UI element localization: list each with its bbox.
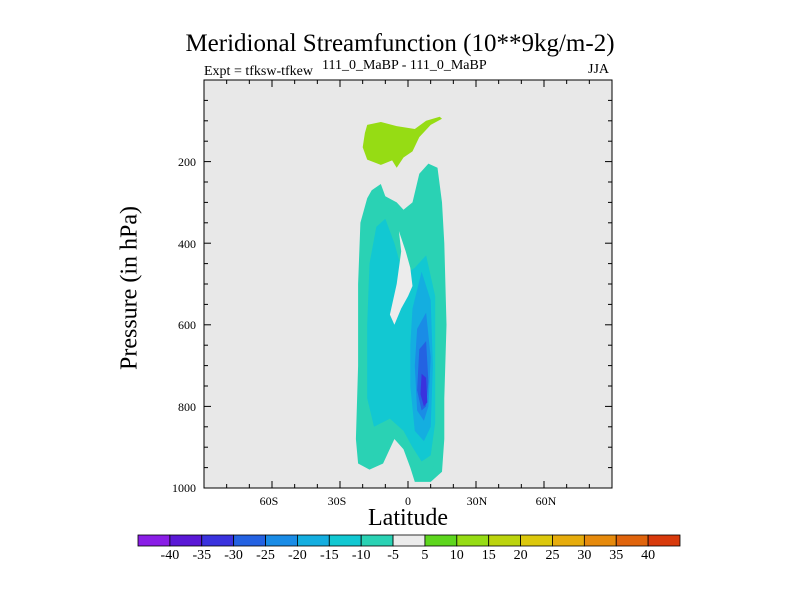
plot-title: Meridional Streamfunction (10**9kg/m-2) [185,30,615,57]
x-tick-30s: 30S [327,494,347,508]
colorbar-label-7: -5 [387,548,399,563]
colorbar-box-2 [201,534,235,547]
colorbar-box-16 [647,534,681,547]
x-axis-label: Latitude [368,505,448,531]
x-tick-60n: 60N [535,494,557,508]
colorbar-label-15: 40 [641,548,656,563]
plot-frame [203,79,613,489]
colorbar-label-14: 35 [609,548,624,563]
colorbar-box-5 [297,534,330,547]
x-tick-0: 0 [405,494,411,508]
colorbar-box-4 [265,534,298,547]
colorbar-box-1 [169,534,203,547]
y-tick-400: 400 [178,237,196,251]
colorbar-label-0: -40 [160,548,180,563]
subtitle-right: JJA [588,62,610,77]
colorbar-label-1: -35 [192,548,212,563]
y-tick-800: 800 [178,400,196,414]
colorbar-label-10: 15 [481,548,496,563]
colorbar-label-13: 30 [577,548,592,563]
contour-region-7 [420,373,428,407]
colorbar-box-11 [488,534,521,547]
y-tick-200: 200 [178,155,196,169]
colorbar-box-9 [424,534,458,547]
colorbar-label-6: -10 [351,548,371,563]
colorbar-box-12 [520,534,553,547]
colorbar-label-9: 10 [449,548,464,563]
colorbar-label-12: 25 [545,548,560,563]
colorbar-box-3 [233,534,266,547]
colorbar-label-2: -30 [224,548,243,563]
colorbar-box-7 [360,534,394,547]
colorbar-box-13 [552,534,585,547]
x-tick-60s: 60S [259,494,279,508]
y-axis-label: Pressure (in hPa) [116,206,143,370]
colorbar-box-10 [456,534,490,547]
colorbar-box-6 [328,534,362,547]
colorbar-label-11: 20 [513,548,528,563]
colorbar-label-5: -15 [319,548,339,563]
colorbar-box-14 [583,534,617,547]
colorbar-label-3: -25 [256,548,275,563]
colorbar-box-8 [392,534,426,547]
y-tick-1000: 1000 [172,481,196,495]
subtitle-left: Expt = tfksw-tfkew [204,64,313,79]
colorbar-label-8: 5 [421,548,429,563]
subtitle-center: 111_0_MaBP - 111_0_MaBP [322,58,487,73]
y-tick-600: 600 [178,318,196,332]
colorbar-label-4: -20 [288,548,307,563]
contour-region-8 [389,231,413,325]
x-tick-30n: 30N [466,494,488,508]
colorbar-box-0 [137,534,171,547]
colorbar-box-15 [615,534,649,547]
contour-region-0 [362,116,442,168]
